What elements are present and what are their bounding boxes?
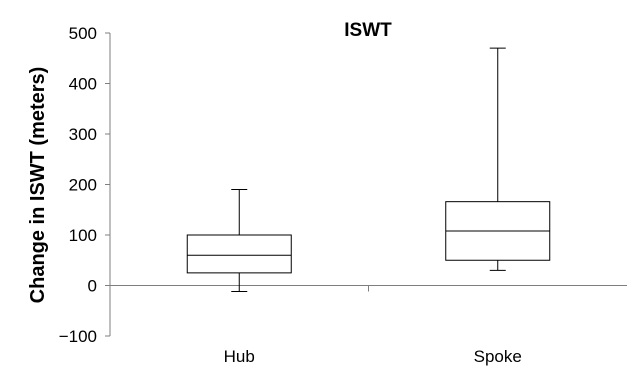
x-category-label: Spoke <box>474 347 522 366</box>
iqr-box <box>186 234 292 274</box>
box-spoke <box>445 47 551 271</box>
x-axis-categories: Hub Spoke <box>224 347 522 366</box>
y-tick-label: 0 <box>88 277 97 296</box>
y-axis-label: Change in ISWT (meters) <box>27 67 49 304</box>
chart-title: ISWT <box>344 20 392 41</box>
y-tick-label: 400 <box>69 75 97 94</box>
axes <box>109 33 627 336</box>
boxes <box>186 47 551 293</box>
y-tick-label: 100 <box>69 226 97 245</box>
box-hub <box>186 189 292 293</box>
y-tick-label: 200 <box>69 176 97 195</box>
y-tick-label: 500 <box>69 24 97 43</box>
y-axis-ticks: −100 0 100 200 300 400 500 <box>59 24 110 346</box>
x-category-label: Hub <box>224 347 255 366</box>
y-tick-label: 300 <box>69 125 97 144</box>
y-tick-label: −100 <box>59 327 97 346</box>
